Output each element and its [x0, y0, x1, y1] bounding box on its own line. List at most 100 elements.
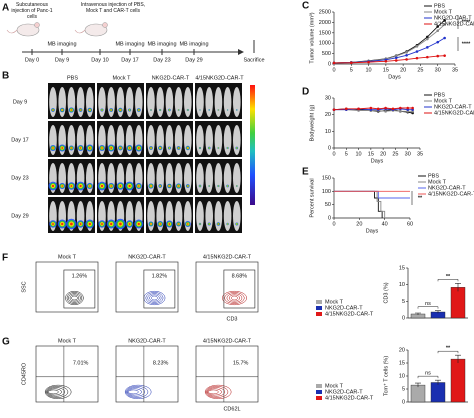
x-tick-label: 20 — [400, 67, 406, 73]
column-label: 4/15NKG2D-CAR-T — [195, 75, 244, 81]
contour — [205, 386, 229, 398]
bracket — [437, 279, 459, 282]
signal — [137, 147, 140, 149]
x-tick-label: 15 — [368, 151, 374, 157]
contour — [149, 294, 160, 302]
signal — [110, 185, 112, 187]
contour — [224, 292, 245, 304]
point — [394, 56, 398, 60]
plot-frame — [115, 261, 179, 313]
significance: ** — [446, 346, 451, 352]
y-tick-label: 100 — [322, 189, 331, 195]
signal — [168, 185, 170, 187]
mouse-ear — [34, 22, 40, 28]
signal — [208, 223, 210, 225]
mouse — [233, 87, 241, 117]
mouse — [205, 201, 213, 231]
x-tick-label: 10 — [366, 67, 372, 73]
signal — [79, 223, 82, 225]
x-tick-label: 25 — [417, 67, 423, 73]
flow-y-label: SSC — [21, 281, 27, 292]
row-label: Day 23 — [11, 175, 28, 181]
legend-label: PBS — [434, 3, 445, 9]
mouse — [184, 163, 192, 193]
mouse — [156, 163, 164, 193]
bar — [430, 382, 446, 403]
signal — [168, 223, 171, 225]
series-line — [334, 109, 413, 112]
legend-label: NKG2D-CAR-T — [434, 15, 472, 21]
significance: ** — [418, 195, 423, 201]
error-bar — [435, 310, 441, 314]
signal — [227, 109, 229, 111]
signal — [187, 147, 189, 149]
y-tick-label: 10 — [399, 282, 405, 288]
contour — [207, 388, 222, 396]
bracket — [417, 375, 439, 379]
x-tick-label: 20 — [380, 151, 386, 157]
y-tick-label: 150 — [322, 175, 331, 181]
point — [436, 29, 440, 33]
point — [384, 59, 388, 63]
contour — [65, 290, 84, 306]
signal — [110, 109, 112, 111]
mouse — [196, 201, 204, 231]
contour — [147, 293, 162, 303]
signal — [88, 222, 91, 226]
point — [405, 51, 408, 54]
mouse — [233, 163, 241, 193]
mouse-tail — [74, 29, 86, 34]
bar — [410, 384, 426, 403]
significance: ** — [446, 274, 451, 280]
signal — [236, 185, 238, 187]
signal — [51, 184, 55, 188]
y-tick-label: 2000 — [319, 20, 331, 26]
signal — [88, 147, 91, 149]
point — [394, 59, 398, 62]
flow-y-label: CD45RO — [21, 362, 27, 385]
mouse — [184, 125, 192, 155]
legend-label: 4/15NKG2D-CAR-T — [325, 311, 374, 317]
y-tick-label: 20 — [325, 112, 331, 118]
point — [376, 107, 380, 111]
point — [391, 107, 395, 111]
signal — [159, 109, 161, 111]
x-tick-label: 30 — [435, 67, 441, 73]
point — [367, 60, 370, 64]
mouse — [156, 125, 164, 155]
point — [405, 58, 408, 61]
signal — [137, 222, 140, 226]
contour — [231, 295, 238, 301]
signal — [70, 185, 73, 187]
flow-x-label: CD3 — [226, 316, 237, 322]
imaging-label: MB imaging — [47, 41, 76, 47]
percentage: 7.01% — [73, 360, 89, 366]
y-tick-label: 0 — [328, 145, 331, 151]
signal — [89, 185, 91, 187]
plot-title: NKG2D-CAR-T — [128, 338, 166, 344]
day-label: Day 17 — [121, 57, 138, 63]
contour — [125, 386, 149, 398]
error-bar — [435, 379, 441, 385]
plot-title: NKG2D-CAR-T — [128, 254, 166, 260]
day-label: Day 9 — [55, 57, 69, 63]
x-tick-label: 35 — [417, 151, 423, 157]
signal — [150, 185, 152, 187]
x-tick-label: 60 — [407, 221, 413, 227]
signal — [159, 147, 161, 149]
contour — [46, 387, 66, 397]
signal — [80, 109, 82, 111]
signal — [150, 223, 152, 225]
mouse — [196, 87, 204, 117]
x-tick-label: 20 — [356, 221, 362, 227]
mouse-ear — [102, 22, 108, 28]
x-tick-label: 15 — [383, 67, 389, 73]
error-bar — [455, 354, 461, 363]
end-label: Sacrifice — [243, 57, 264, 63]
point — [436, 54, 440, 58]
point — [384, 106, 387, 110]
panel-label: F — [2, 253, 8, 264]
mouse — [205, 125, 213, 155]
point — [426, 46, 429, 49]
contour — [208, 389, 219, 395]
